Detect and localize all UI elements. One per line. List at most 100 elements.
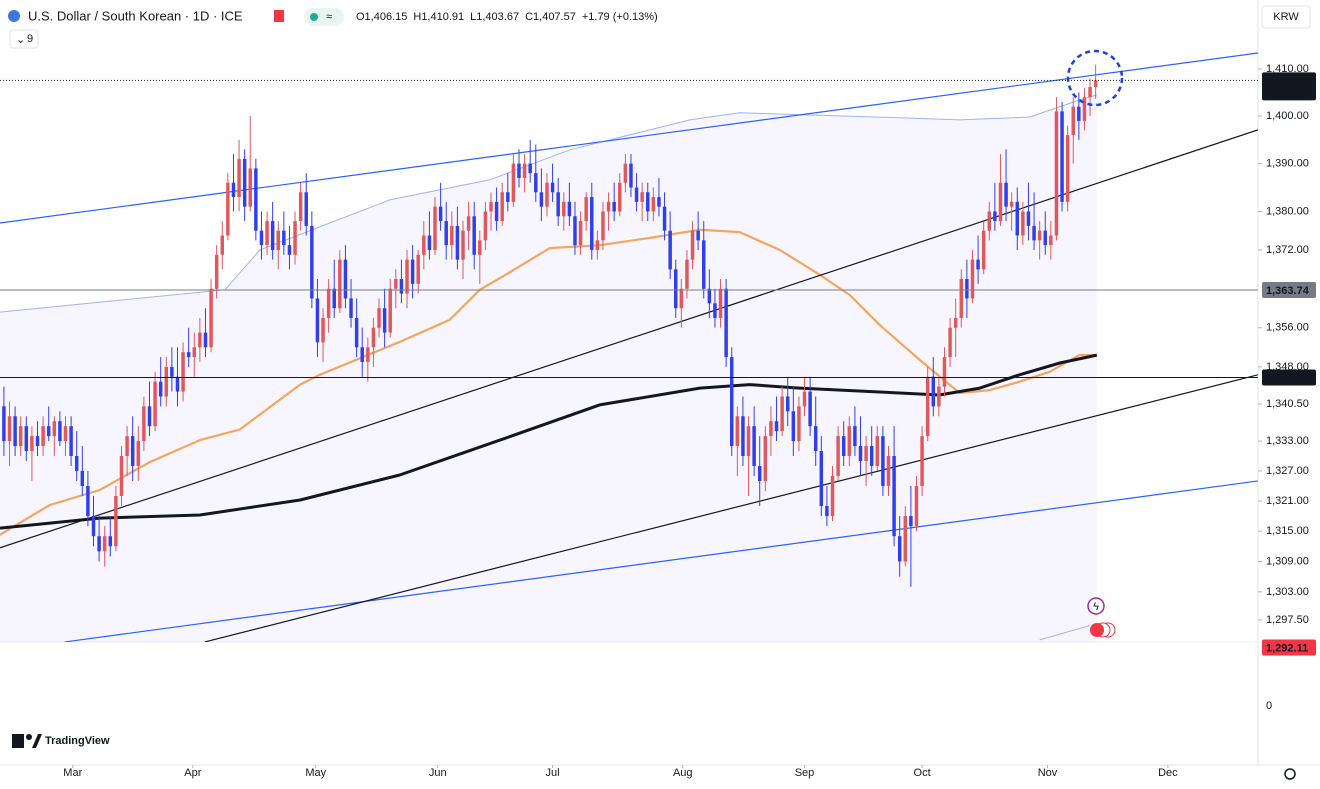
currency-button[interactable]	[1261, 5, 1311, 29]
moving-average	[0, 228, 1097, 536]
candle-body	[668, 230, 672, 270]
candle-body	[998, 182, 1003, 222]
candle-body	[1004, 182, 1008, 207]
candle-body	[102, 536, 107, 552]
candle-body	[685, 259, 689, 289]
symbol-icon	[8, 10, 20, 22]
y-tick-label: 1,340.50	[1266, 398, 1309, 410]
candle-body	[925, 376, 930, 437]
candle-body	[248, 168, 252, 207]
candle-body	[438, 206, 443, 222]
candle-body	[388, 288, 392, 333]
x-tick-label: Jul	[546, 767, 560, 779]
candle-body	[433, 206, 437, 250]
flag-icon[interactable]	[274, 10, 284, 22]
candle-body	[573, 216, 577, 246]
x-tick-label: Jun	[429, 767, 447, 779]
y-tick-label: 1,390.00	[1266, 158, 1309, 170]
trend-line	[0, 129, 1258, 549]
candle-body	[897, 536, 902, 562]
candle-body	[1032, 225, 1036, 241]
candle-body	[674, 269, 678, 309]
x-tick-label: Oct	[914, 767, 931, 779]
candle-body	[724, 288, 728, 358]
candle-body	[181, 352, 185, 392]
candle-body	[254, 168, 258, 231]
candle-body	[903, 516, 908, 562]
candle-body	[713, 303, 717, 318]
trend-line	[64, 480, 1258, 642]
candle-body	[74, 455, 79, 471]
countdown: 16:47:23	[1266, 86, 1309, 98]
candle-body	[332, 288, 336, 309]
candle-body	[657, 197, 661, 207]
y-tick-label: 1,356.00	[1266, 322, 1309, 334]
candle-body	[270, 221, 275, 250]
candle-body	[30, 436, 34, 452]
candle-body	[981, 230, 986, 270]
trend-line	[0, 52, 1258, 224]
candle-body	[58, 421, 62, 442]
candle-body	[595, 240, 600, 250]
event-icon[interactable]	[1087, 597, 1105, 615]
candle-body	[813, 426, 818, 452]
candle-body	[550, 182, 555, 193]
candle-body	[858, 446, 863, 461]
candle-body	[80, 470, 85, 486]
candle-body	[942, 357, 947, 387]
candle-body	[1015, 201, 1019, 236]
brand-logo	[32, 734, 42, 748]
settings-icon[interactable]	[1284, 768, 1296, 780]
candle-body	[321, 317, 325, 343]
level-label: 1,363.74	[1266, 285, 1310, 297]
candle-body	[1037, 230, 1042, 241]
candle-body	[175, 376, 180, 392]
status-icon: ≈	[326, 11, 332, 23]
candle-body	[797, 406, 801, 442]
candle-body	[584, 197, 588, 222]
candle-body	[231, 182, 236, 198]
candle-body	[556, 192, 560, 217]
candle-body	[310, 225, 314, 299]
moving-average	[0, 94, 1097, 313]
candle-body	[494, 201, 499, 222]
candle-body	[601, 211, 605, 241]
candle-body	[1077, 106, 1081, 121]
candle-body	[875, 436, 880, 466]
candle-body	[785, 396, 790, 412]
candle-body	[489, 201, 493, 212]
candle-body	[394, 279, 398, 289]
ohlc-value: C1,407.57	[525, 11, 576, 23]
candle-body	[847, 426, 852, 456]
candle-body	[869, 446, 874, 466]
candle-body	[522, 163, 527, 178]
ohlc-value: L1,403.67	[470, 11, 519, 23]
candle-body	[763, 436, 768, 481]
candle-body	[153, 381, 157, 427]
candle-body	[640, 192, 644, 202]
y-tick-label: 1,321.00	[1266, 495, 1309, 507]
indicator-toggle[interactable]	[9, 29, 39, 49]
candle-body	[976, 259, 980, 270]
candle-body	[757, 465, 762, 481]
candle-body	[679, 288, 684, 309]
candle-body	[214, 254, 219, 289]
news-icon[interactable]	[1090, 623, 1104, 637]
candle-body	[427, 235, 432, 250]
level-label-box	[1262, 369, 1316, 386]
y-tick-label: 1,309.00	[1266, 555, 1309, 567]
candle-body	[937, 386, 941, 407]
candle-body	[1043, 230, 1047, 246]
indicator-count: 9	[27, 33, 33, 45]
status-pill[interactable]	[304, 8, 344, 26]
candle-body	[1082, 97, 1087, 121]
candle-body	[769, 421, 773, 437]
candle-body	[13, 416, 17, 447]
candle-body	[953, 317, 958, 328]
candle-body	[338, 259, 342, 309]
x-tick-label: Aug	[673, 767, 693, 779]
candle-body	[360, 347, 364, 363]
candle-body	[304, 192, 308, 226]
candle-body	[886, 455, 891, 486]
x-tick-label: Apr	[184, 767, 201, 779]
